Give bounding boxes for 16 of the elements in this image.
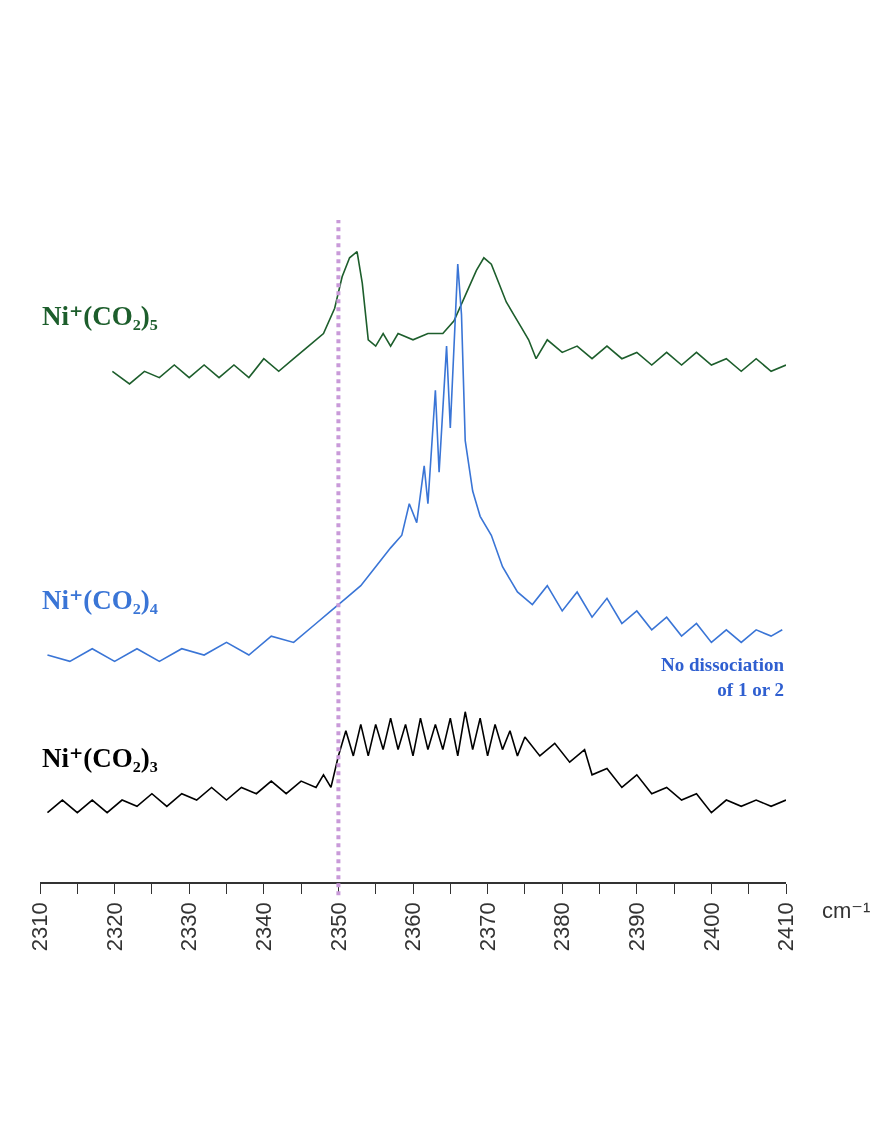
x-tick-label: 2370 bbox=[474, 902, 500, 952]
x-tick-label: 2320 bbox=[101, 902, 127, 952]
x-tick-label: 2340 bbox=[250, 902, 276, 952]
series-label: Ni⁺(CO₂)₃ bbox=[42, 743, 158, 773]
x-tick-label: 2310 bbox=[27, 902, 53, 952]
annotation: No dissociation of 1 or 2 bbox=[661, 654, 785, 700]
series-label: Ni⁺(CO₂)₄ bbox=[42, 585, 158, 615]
x-tick-label: 2410 bbox=[773, 902, 799, 952]
x-axis-title: cm⁻¹ bbox=[822, 898, 871, 923]
series-label: Ni⁺(CO₂)₅ bbox=[42, 301, 158, 331]
x-tick-label: 2330 bbox=[176, 902, 202, 952]
x-tick-label: 2380 bbox=[549, 902, 575, 952]
x-tick-label: 2360 bbox=[400, 902, 426, 952]
x-tick-label: 2350 bbox=[325, 902, 351, 952]
x-tick-label: 2400 bbox=[698, 902, 724, 952]
x-tick-label: 2390 bbox=[623, 902, 649, 952]
